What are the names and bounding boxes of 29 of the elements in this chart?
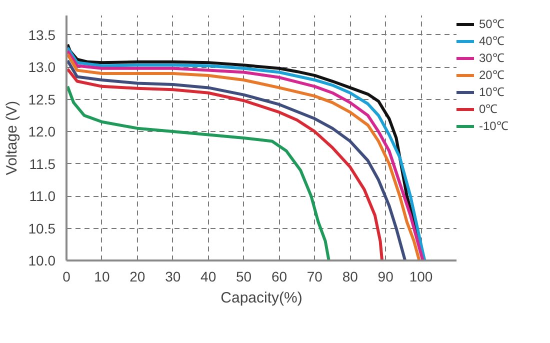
- x-tick-label: 30: [165, 268, 181, 284]
- x-tick-label: 20: [130, 268, 146, 284]
- x-tick-label: 60: [271, 268, 288, 284]
- legend-label: 30℃: [479, 50, 504, 66]
- x-tick-label: 90: [378, 268, 394, 284]
- y-tick-label: 11.0: [29, 188, 56, 204]
- y-tick-label: 12.0: [28, 124, 56, 140]
- line-series: [66, 84, 330, 260]
- y-tick-label: 13.5: [28, 26, 56, 43]
- x-axis-title: Capacity(%): [220, 290, 302, 306]
- x-tick-label: 100: [409, 268, 433, 284]
- y-tick-label: 11.5: [29, 156, 56, 172]
- y-axis-title: Voltage (V): [3, 100, 20, 176]
- legend-label: 20℃: [479, 67, 504, 83]
- y-tick-label: 10.0: [28, 252, 56, 268]
- y-tick-label: 10.5: [28, 220, 56, 236]
- x-tick-label: 40: [200, 268, 216, 284]
- legend-label: 40℃: [479, 33, 504, 49]
- y-tick-label: 12.5: [28, 91, 56, 108]
- y-tick-label: 13.0: [28, 59, 56, 76]
- x-tick-label: 0: [62, 268, 71, 284]
- legend-label: 50℃: [479, 16, 504, 32]
- x-tick-label: 10: [94, 268, 110, 284]
- x-tick-label: 80: [342, 268, 358, 284]
- legend-label: -10℃: [479, 118, 508, 134]
- legend-label: 10℃: [479, 84, 504, 100]
- x-tick-label: 70: [306, 268, 323, 284]
- x-tick-label: 50: [236, 268, 252, 284]
- legend-label: 0℃: [479, 101, 499, 117]
